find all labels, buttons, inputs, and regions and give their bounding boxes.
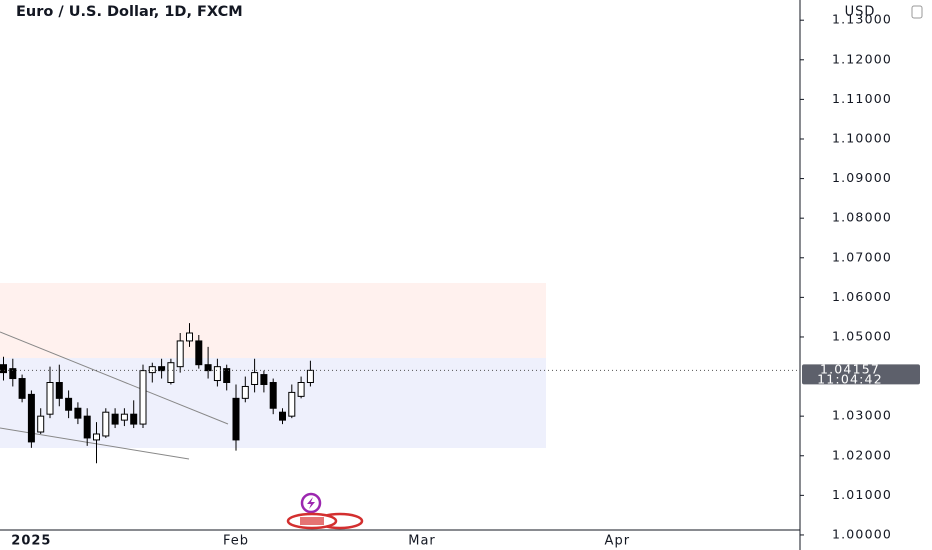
- candle-body: [46, 382, 54, 415]
- candle-body: [260, 374, 268, 385]
- candle-body: [279, 411, 286, 421]
- currency: USD: [845, 5, 876, 20]
- candle-body: [223, 368, 231, 384]
- candle-body: [213, 366, 221, 382]
- candle-body: [176, 340, 184, 368]
- candle-body: [241, 385, 249, 399]
- candle-body: [251, 372, 259, 385]
- candle-body: [288, 391, 296, 417]
- countdown-label: 11:04:42: [817, 371, 883, 386]
- candle-body: [93, 433, 100, 441]
- candle-body: [102, 411, 110, 437]
- flag-icon: [300, 517, 324, 525]
- candle-body: [297, 382, 305, 397]
- last-price-label: 1.04157: [820, 361, 880, 376]
- candle-body: [158, 366, 166, 372]
- candle-body: [111, 413, 119, 425]
- candle-body: [27, 393, 35, 443]
- candle-body: [120, 413, 128, 421]
- y-tick-label: 1.12000: [832, 51, 892, 66]
- axis: 1.13000 1.12000 1.11000 1.10000 1.09000 1.080…: [11, 12, 920, 549]
- y-tick-label: 1.13000: [832, 12, 892, 27]
- y-tick-label: 1.08000: [832, 210, 892, 225]
- candle-body: [130, 413, 138, 425]
- y-tick-label: 1.01000: [832, 487, 892, 502]
- candle-body: [204, 364, 212, 372]
- candle-body: [18, 378, 26, 399]
- chart-title: Euro / U.S. Dollar, 1D, FXCM: [16, 4, 243, 20]
- candle-body: [65, 397, 73, 411]
- plot: [0, 323, 800, 464]
- x-tick-label: Feb: [223, 534, 249, 549]
- y-tick-label: 1.10000: [832, 130, 892, 145]
- candle-body: [83, 415, 91, 439]
- candle-body: [74, 407, 82, 419]
- y-tick-label: 1.07000: [832, 249, 892, 264]
- candle-body: [195, 340, 203, 366]
- candle-body: [9, 368, 17, 380]
- x-tick-label: Mar: [408, 534, 436, 549]
- trend-line: [0, 331, 229, 425]
- candle-body: [0, 364, 7, 374]
- x-tick-label: Apr: [605, 534, 631, 549]
- y-tick-label: 1.09000: [832, 170, 892, 185]
- y-tick-label: 1.05000: [832, 328, 892, 343]
- target-zone: [0, 283, 546, 358]
- last-price-box: [802, 364, 920, 385]
- y-tick-label: 1.06000: [832, 289, 892, 304]
- x-tick-label: 2025: [11, 534, 51, 549]
- candle-body: [37, 415, 45, 433]
- candle-body: [167, 362, 175, 384]
- candle-body: [186, 332, 193, 342]
- settings-icon[interactable]: [911, 5, 923, 19]
- y-tick-label: 1.03000: [832, 408, 892, 423]
- y-tick-label: 1.02000: [832, 447, 892, 462]
- candle-body: [55, 382, 63, 399]
- candle-body: [306, 369, 314, 384]
- y-tick-label: 1.11000: [832, 91, 892, 106]
- candle-body: [269, 382, 277, 409]
- candle-body: [139, 370, 147, 425]
- candle-body: [148, 366, 156, 374]
- y-tick-label: 1.00000: [832, 526, 892, 541]
- event-icon-bolt: [307, 497, 315, 509]
- candle-body: [232, 397, 240, 441]
